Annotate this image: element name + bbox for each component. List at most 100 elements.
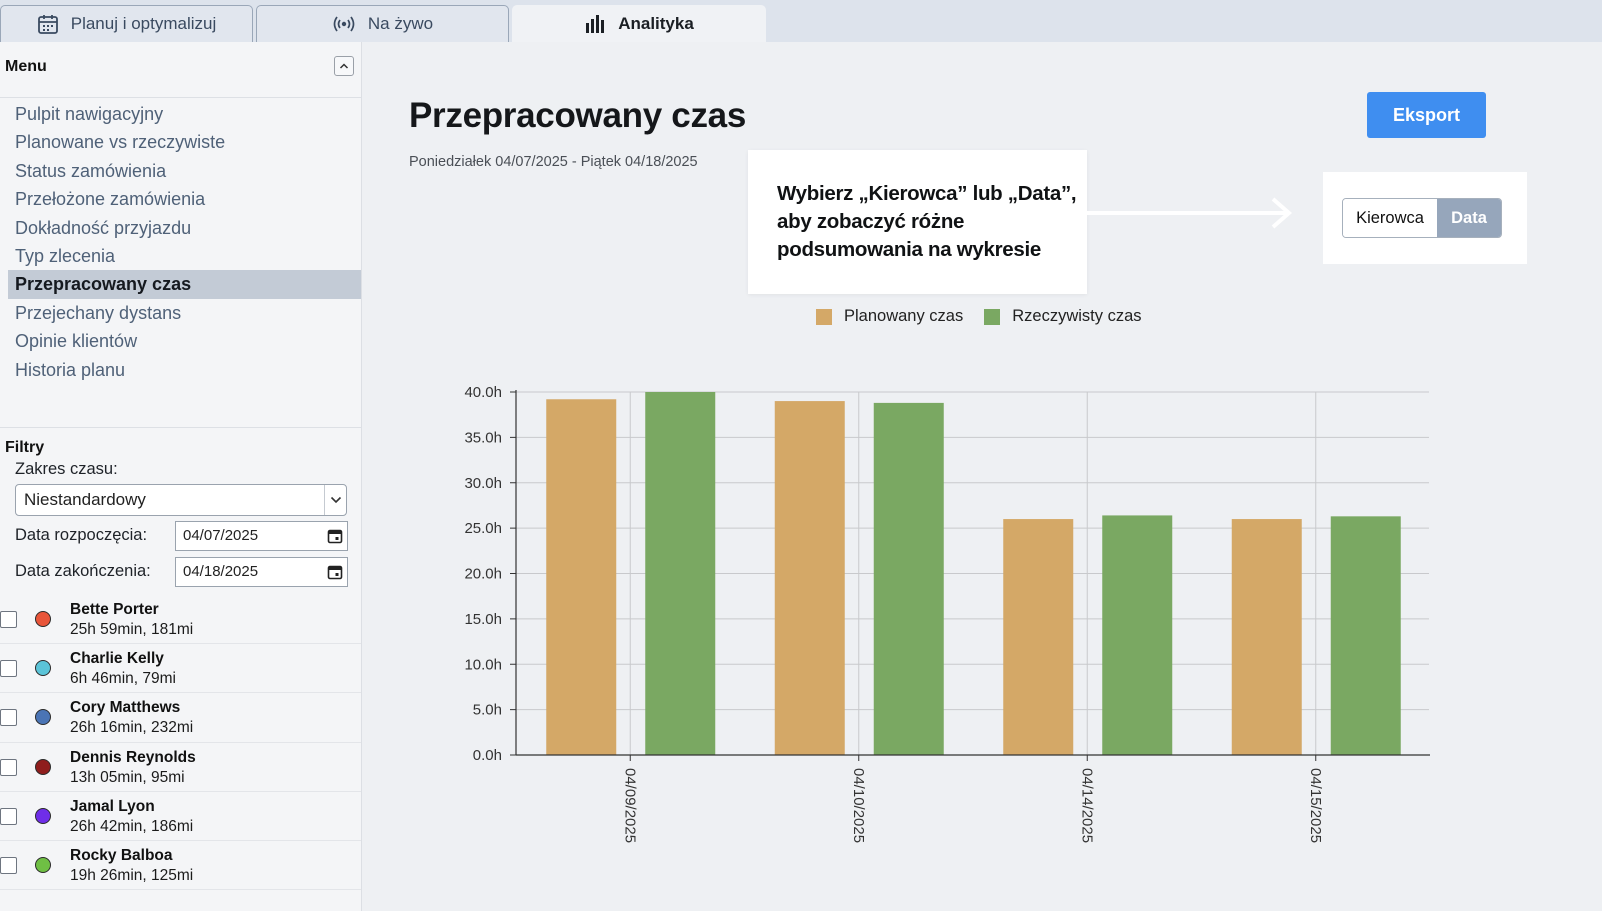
hint-callout: Wybierz „Kierowca” lub „Data”, aby zobac… xyxy=(748,150,1087,294)
y-tick-label: 25.0h xyxy=(464,520,502,537)
bar-planned xyxy=(546,399,617,755)
menu-item-rescheduled-orders[interactable]: Przełożone zamówienia xyxy=(15,189,206,210)
y-tick-label: 30.0h xyxy=(464,475,502,492)
driver-checkbox[interactable] xyxy=(0,807,17,825)
view-toggle: Kierowca Data xyxy=(1342,198,1502,238)
bar-actual xyxy=(1102,515,1173,755)
filters-title: Filtry xyxy=(5,439,45,456)
bar-planned xyxy=(1231,519,1302,755)
sidebar: Menu Pulpit nawigacyjny Planowane vs rze… xyxy=(0,42,362,911)
driver-stats: 19h 26min, 125mi xyxy=(70,866,194,884)
driver-color-dot xyxy=(35,856,51,873)
bar-chart-icon xyxy=(584,14,606,34)
driver-name: Bette Porter xyxy=(70,601,159,618)
y-tick-label: 10.0h xyxy=(464,656,502,673)
time-range-value: Niestandardowy xyxy=(24,490,146,509)
y-tick-label: 5.0h xyxy=(473,702,502,719)
menu-header: Menu xyxy=(0,42,361,98)
chevron-down-icon xyxy=(324,485,346,515)
broadcast-icon xyxy=(332,15,356,33)
calendar-icon[interactable] xyxy=(323,522,347,550)
legend-item-actual[interactable]: Rzeczywisty czas xyxy=(984,307,1142,326)
menu-item-arrival-accuracy[interactable]: Dokładność przyjazdu xyxy=(15,217,192,238)
x-tick-label: 04/15/2025 xyxy=(1307,768,1324,843)
driver-row[interactable]: Rocky Balboa 19h 26min, 125mi xyxy=(0,841,361,891)
time-range-select[interactable]: Niestandardowy xyxy=(15,484,347,516)
legend-swatch-actual xyxy=(984,308,1001,325)
tab-analytics[interactable]: Analityka xyxy=(512,5,766,42)
menu-item-order-type[interactable]: Typ zlecenia xyxy=(15,245,116,266)
driver-row[interactable]: Bette Porter 25h 59min, 181mi xyxy=(0,595,361,645)
bar-actual xyxy=(1330,516,1401,755)
end-date-input[interactable]: 04/18/2025 xyxy=(175,557,348,587)
tab-live[interactable]: Na żywo xyxy=(256,5,509,42)
bar-planned xyxy=(774,401,845,755)
driver-stats: 13h 05min, 95mi xyxy=(70,768,185,786)
driver-list: Bette Porter 25h 59min, 181mi Charlie Ke… xyxy=(0,595,361,891)
hint-text: Wybierz „Kierowca” lub „Data”, aby zobac… xyxy=(777,182,1077,261)
driver-checkbox[interactable] xyxy=(0,611,17,628)
tab-bar: Planuj i optymalizuj Na żywo Analityka xyxy=(0,0,1602,42)
tab-label: Na żywo xyxy=(367,14,434,33)
driver-color-dot xyxy=(35,709,51,726)
toggle-option-date[interactable]: Data xyxy=(1437,199,1501,237)
bar-planned xyxy=(1003,519,1074,755)
date-range-subtitle: Poniedziałek 04/07/2025 - Piątek 04/18/2… xyxy=(409,154,698,170)
driver-row[interactable]: Charlie Kelly 6h 46min, 79mi xyxy=(0,644,361,694)
driver-color-dot xyxy=(35,758,51,775)
menu-list: Pulpit nawigacyjny Planowane vs rzeczywi… xyxy=(8,100,361,384)
driver-checkbox[interactable] xyxy=(0,709,17,727)
driver-checkbox[interactable] xyxy=(0,758,17,776)
driver-name: Dennis Reynolds xyxy=(70,748,196,766)
driver-name: Jamal Lyon xyxy=(70,797,155,815)
tab-label: Analityka xyxy=(618,14,694,33)
chart-legend: Planowany czas Rzeczywisty czas xyxy=(816,307,1163,326)
driver-stats: 26h 16min, 232mi xyxy=(70,719,194,737)
x-tick-label: 04/09/2025 xyxy=(621,768,638,843)
y-tick-label: 0.0h xyxy=(473,747,502,764)
legend-item-planned[interactable]: Planowany czas xyxy=(816,307,963,326)
driver-checkbox[interactable] xyxy=(0,856,17,874)
x-tick-label: 04/14/2025 xyxy=(1078,768,1095,843)
tab-label: Planuj i optymalizuj xyxy=(70,14,217,33)
menu-item-distance-driven[interactable]: Przejechany dystans xyxy=(15,302,182,323)
toggle-option-driver[interactable]: Kierowca xyxy=(1343,199,1437,237)
start-date-input[interactable]: 04/07/2025 xyxy=(175,521,348,551)
menu-item-order-status[interactable]: Status zamówienia xyxy=(15,160,167,181)
menu-title: Menu xyxy=(5,58,47,75)
driver-name: Cory Matthews xyxy=(70,699,181,717)
driver-stats: 25h 59min, 181mi xyxy=(70,621,194,638)
legend-label-planned: Planowany czas xyxy=(844,307,964,325)
menu-item-time-worked[interactable]: Przepracowany czas xyxy=(8,270,361,299)
x-tick-label: 04/10/2025 xyxy=(850,768,867,843)
menu-item-planned-vs-actual[interactable]: Planowane vs rzeczywiste xyxy=(15,132,226,153)
driver-row[interactable]: Jamal Lyon 26h 42min, 186mi xyxy=(0,792,361,841)
menu-item-customer-feedback[interactable]: Opinie klientów xyxy=(15,331,138,352)
legend-label-actual: Rzeczywisty czas xyxy=(1012,307,1142,325)
time-worked-bar-chart: 0.0h 5.0h 10.0h 15.0h 20.0h 25.0h 30.0h 35.0h 40… xyxy=(464,384,1430,843)
collapse-menu-button[interactable] xyxy=(334,56,354,76)
driver-row[interactable]: Cory Matthews 26h 16min, 232mi xyxy=(0,693,361,743)
driver-checkbox[interactable] xyxy=(0,660,17,678)
start-date-label: Data rozpoczęcia: xyxy=(15,526,148,544)
bar-actual xyxy=(873,402,944,755)
arrow-right-icon xyxy=(1087,196,1293,235)
chevron-up-icon xyxy=(339,57,349,75)
y-tick-label: 15.0h xyxy=(464,611,502,628)
menu-item-plan-history[interactable]: Historia planu xyxy=(15,359,126,380)
y-tick-label: 35.0h xyxy=(464,429,502,446)
filters-header: Filtry xyxy=(0,427,361,463)
legend-swatch-planned xyxy=(816,308,832,325)
driver-row[interactable]: Dennis Reynolds 13h 05min, 95mi xyxy=(0,743,361,792)
calendar-icon xyxy=(37,13,59,35)
end-date-value: 04/18/2025 xyxy=(183,563,259,580)
menu-item-dashboard[interactable]: Pulpit nawigacyjny xyxy=(15,104,164,124)
calendar-icon[interactable] xyxy=(323,558,347,586)
tab-plan-optimize[interactable]: Planuj i optymalizuj xyxy=(0,5,253,42)
export-button[interactable]: Eksport xyxy=(1367,92,1486,138)
time-range-label: Zakres czasu: xyxy=(15,460,118,478)
driver-color-dot xyxy=(35,660,51,677)
view-toggle-card: Kierowca Data xyxy=(1323,172,1527,264)
driver-stats: 26h 42min, 186mi xyxy=(70,817,194,835)
start-date-value: 04/07/2025 xyxy=(183,527,259,544)
